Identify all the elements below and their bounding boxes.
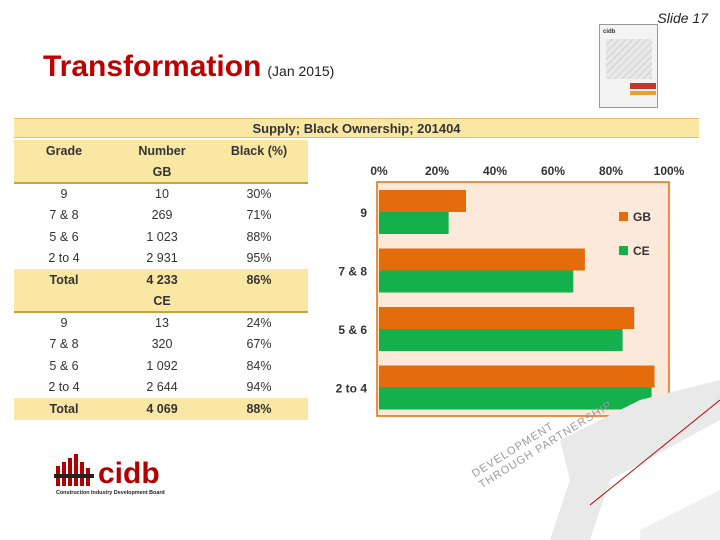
x-tick-label: 20% bbox=[425, 164, 449, 178]
report-cover-thumbnail: cidb bbox=[599, 24, 658, 108]
slide-number: Slide 17 bbox=[657, 10, 708, 26]
cidb-logo: cidb bbox=[54, 452, 174, 493]
bar-gb bbox=[379, 248, 585, 271]
bar-ce bbox=[379, 270, 574, 293]
table-row: 7 & 8 269 71% bbox=[49, 208, 272, 223]
x-tick-label: 0% bbox=[370, 164, 388, 178]
category-label: 5 & 6 bbox=[338, 323, 367, 337]
header-number: Number bbox=[114, 140, 210, 162]
header-grade: Grade bbox=[14, 140, 114, 162]
x-tick-label: 100% bbox=[654, 164, 685, 178]
table-row: 2 to 4 2 644 94% bbox=[48, 380, 272, 395]
bar-ce bbox=[379, 387, 652, 410]
x-tick-label: 60% bbox=[541, 164, 565, 178]
header-black: Black (%) bbox=[210, 140, 308, 162]
legend-swatch-gb bbox=[619, 212, 628, 221]
bar-gb bbox=[379, 190, 466, 212]
x-tick-label: 40% bbox=[483, 164, 507, 178]
logo-wordmark: cidb bbox=[98, 457, 160, 488]
cidb-logo-mark: cidb bbox=[54, 454, 160, 490]
slide-title: Transformation (Jan 2015) bbox=[43, 50, 334, 84]
section-label-ce: CE bbox=[114, 290, 210, 313]
table-row: 7 & 8 320 67% bbox=[49, 337, 272, 352]
bar-ce bbox=[379, 329, 623, 351]
bar-chart: 0% 20% 40% 60% 80% 100% 9 7 & 8 5 & 6 2 to 4 GB CE bbox=[310, 152, 685, 418]
bar-gb bbox=[379, 307, 635, 329]
legend-label-gb: GB bbox=[633, 210, 651, 224]
title-main: Transformation bbox=[43, 50, 262, 83]
supply-panel: Supply; Black Ownership; 201404 Grade Nu… bbox=[14, 118, 699, 420]
thumb-orange-band bbox=[630, 91, 656, 95]
thumb-graphic bbox=[606, 39, 652, 79]
watermark-shape bbox=[550, 380, 720, 540]
thumb-red-band bbox=[630, 83, 656, 89]
logo-subtitle: Construction Industry Development Board bbox=[56, 490, 165, 496]
category-label: 2 to 4 bbox=[336, 382, 368, 396]
section-label-gb: GB bbox=[114, 161, 210, 184]
category-label: 7 & 8 bbox=[338, 265, 367, 279]
thumb-logo: cidb bbox=[603, 29, 616, 35]
table-row: 5 & 6 1 023 88% bbox=[49, 229, 272, 244]
bar-gb bbox=[379, 365, 655, 388]
table-title: Supply; Black Ownership; 201404 bbox=[14, 118, 699, 138]
table-row: 2 to 4 2 931 95% bbox=[48, 251, 272, 266]
table-row: 5 & 6 1 092 84% bbox=[49, 358, 272, 373]
table-total-row: Total 4 069 88% bbox=[14, 398, 308, 420]
table-row: 9 10 30% bbox=[60, 187, 272, 202]
category-label: 9 bbox=[360, 206, 367, 220]
x-tick-label: 80% bbox=[599, 164, 623, 178]
data-table: Grade Number Black (%) GB 9 10 30% 7 & 8… bbox=[14, 140, 308, 420]
table-row: 9 13 24% bbox=[60, 316, 272, 331]
table-total-row: Total 4 233 86% bbox=[14, 269, 308, 291]
watermark-graphic bbox=[440, 380, 720, 540]
legend-swatch-ce bbox=[619, 246, 628, 255]
title-date: (Jan 2015) bbox=[267, 63, 335, 79]
bar-ce bbox=[379, 212, 449, 234]
legend-label-ce: CE bbox=[633, 244, 650, 258]
